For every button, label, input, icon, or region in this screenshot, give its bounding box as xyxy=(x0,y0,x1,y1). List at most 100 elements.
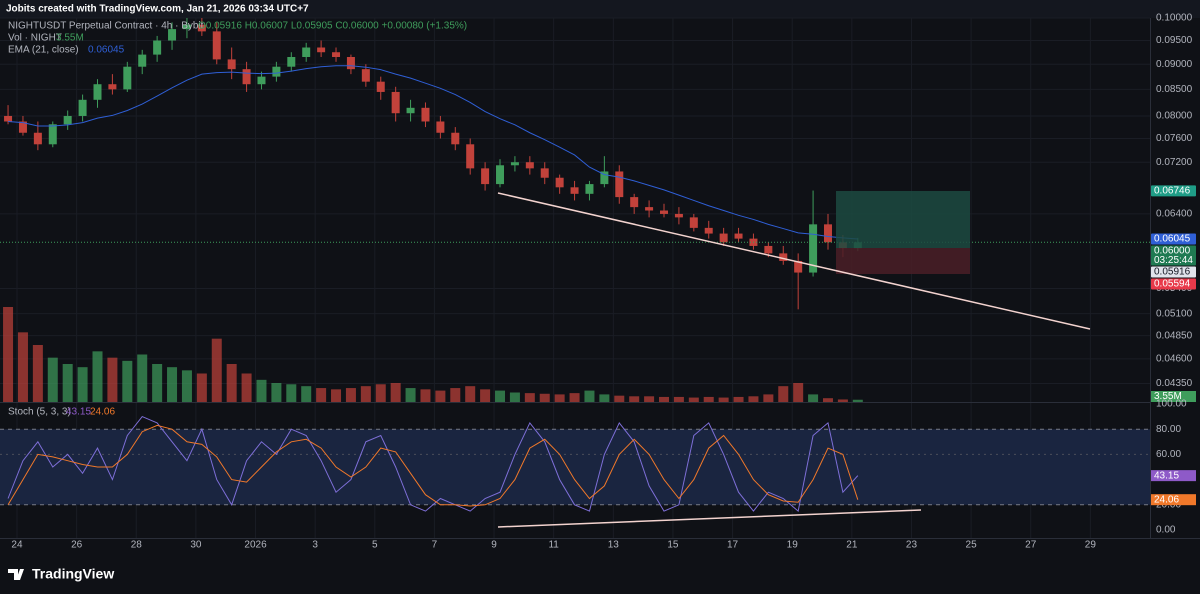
volume-bar xyxy=(196,373,207,402)
candle-body xyxy=(823,224,832,243)
volume-bar xyxy=(3,307,14,402)
volume-bar xyxy=(509,392,520,402)
legend-ema-value: 0.06045 xyxy=(88,45,125,56)
volume-bar xyxy=(659,396,670,402)
volume-bar xyxy=(360,386,371,402)
ema-line xyxy=(8,65,858,240)
volume-bar xyxy=(644,396,655,402)
volume-bar xyxy=(852,399,863,402)
x-tick-label: 17 xyxy=(727,540,739,551)
logo-text: TradingView xyxy=(32,566,114,582)
y-tick-label: 0.09000 xyxy=(1156,59,1193,70)
candle-body xyxy=(108,84,117,90)
candle-body xyxy=(585,184,594,194)
volume-bar xyxy=(32,345,43,402)
volume-bar xyxy=(345,388,356,402)
candle-body xyxy=(466,144,475,169)
volume-bar xyxy=(435,390,446,402)
volume-bar xyxy=(167,367,178,402)
price-marker-label: 0.06045 xyxy=(1154,234,1191,245)
volume-bar xyxy=(584,390,595,402)
stoch-d-value: 24.06 xyxy=(90,407,115,418)
candle-body xyxy=(123,66,132,90)
volume-bar xyxy=(480,389,491,402)
volume-bar xyxy=(77,367,88,402)
volume-bar xyxy=(748,396,759,402)
x-tick-label: 26 xyxy=(71,540,83,551)
volume-bar xyxy=(331,389,342,402)
volume-bar xyxy=(241,373,252,402)
candle-body xyxy=(332,52,341,57)
volume-bar xyxy=(554,394,565,402)
candle-body xyxy=(794,260,803,273)
x-tick-label: 21 xyxy=(846,540,858,551)
volume-bar xyxy=(47,357,58,402)
candle-body xyxy=(48,124,57,145)
stoch-line xyxy=(7,424,859,507)
price-marker-label: 0.05916 xyxy=(1154,267,1191,278)
candle-body xyxy=(719,233,728,243)
candle-body xyxy=(391,91,400,114)
volume-bar xyxy=(181,370,192,402)
x-tick-label: 28 xyxy=(131,540,143,551)
stoch-marker-label: 24.06 xyxy=(1154,494,1179,505)
x-tick-label: 15 xyxy=(667,540,679,551)
volume-bar xyxy=(375,384,386,402)
candle-body xyxy=(4,115,13,122)
candle-body xyxy=(212,31,221,60)
x-tick-label: 29 xyxy=(1085,540,1097,551)
x-tick-label: 30 xyxy=(190,540,202,551)
y-tick-label: 0.10000 xyxy=(1156,13,1193,24)
x-tick-label: 7 xyxy=(432,540,438,551)
y-tick-label: 0.00 xyxy=(1156,525,1176,536)
volume-bar xyxy=(629,396,640,402)
volume-bar xyxy=(495,390,506,402)
candle-body xyxy=(33,132,42,145)
candle-body xyxy=(510,162,519,166)
volume-bar xyxy=(256,379,267,402)
y-tick-label: 60.00 xyxy=(1156,449,1181,460)
x-tick-label: 19 xyxy=(787,540,799,551)
volume-bar xyxy=(569,393,580,402)
candle-body xyxy=(481,168,490,185)
trend-line xyxy=(497,192,1091,330)
stoch-title: Stoch (5, 3, 3) xyxy=(8,407,71,418)
volume-bar xyxy=(808,394,819,402)
y-tick-label: 0.08500 xyxy=(1156,84,1193,95)
x-tick-label: 9 xyxy=(491,540,497,551)
volume-bar xyxy=(778,386,789,402)
volume-bar xyxy=(524,393,535,402)
candle-body xyxy=(421,107,430,122)
x-tick-label: 11 xyxy=(548,540,559,551)
volume-bar xyxy=(92,351,103,402)
price-marker xyxy=(1151,233,1196,245)
y-tick-label: 0.06400 xyxy=(1156,209,1193,220)
price-marker xyxy=(1151,266,1196,278)
drawings xyxy=(497,191,1091,528)
stoch-band xyxy=(0,429,1150,505)
candle-body xyxy=(287,56,296,67)
volume-bar xyxy=(614,395,625,402)
stoch-k-value: 43.15 xyxy=(66,407,91,418)
candle-body xyxy=(257,76,266,85)
target-zone xyxy=(836,191,970,248)
candle-body xyxy=(734,233,743,239)
volume-bar xyxy=(17,332,28,402)
volume-bar xyxy=(539,393,550,402)
price-marker xyxy=(1151,278,1196,290)
volume-bar xyxy=(286,384,297,402)
y-tick-label: 0.07200 xyxy=(1156,157,1193,168)
price-marker-label: 0.06746 xyxy=(1154,185,1191,196)
candle-body xyxy=(182,24,191,30)
x-tick-label: 23 xyxy=(906,540,918,551)
volume-bar xyxy=(211,338,222,402)
volume-marker-label: 3.55M xyxy=(1154,391,1182,402)
header-title: Jobits created with TradingView.com, Jan… xyxy=(6,4,309,15)
stoch-trend-line xyxy=(497,509,922,528)
price-countdown: 03:25:44 xyxy=(1154,255,1193,266)
candle-body xyxy=(689,217,698,228)
volume-bar xyxy=(837,399,848,402)
candle-body xyxy=(93,84,102,100)
candle-body xyxy=(764,245,773,254)
candle-body xyxy=(18,121,27,133)
